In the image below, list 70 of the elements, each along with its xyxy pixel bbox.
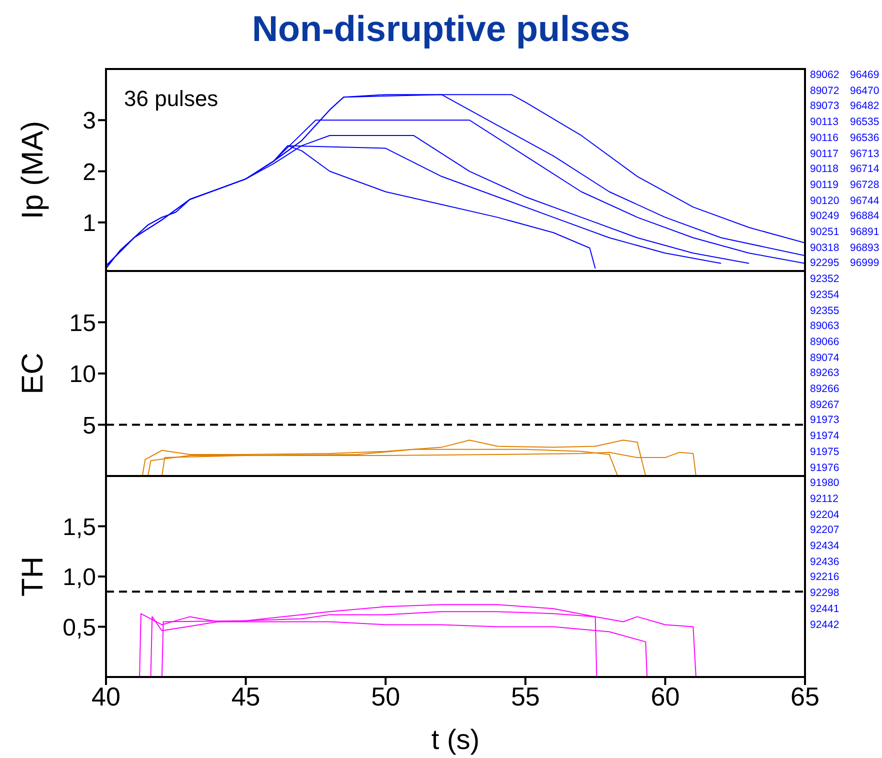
text: 90113 <box>810 115 838 130</box>
text: 92112 <box>810 492 838 506</box>
chart-title: Non-disruptive pulses <box>250 8 632 50</box>
y-axis-title: EC <box>16 352 50 394</box>
text: 91975 <box>810 444 840 459</box>
text: 90119 <box>810 178 838 192</box>
x-tick-label: 65 <box>790 681 820 712</box>
text: 96728 <box>850 178 880 192</box>
text: 96536 <box>850 130 880 145</box>
text: 92441 <box>810 602 840 616</box>
text: 89072 <box>810 84 840 98</box>
text: 92442 <box>810 618 840 632</box>
text: 96893 <box>850 240 880 255</box>
y-tick-label: 10 <box>69 361 96 388</box>
y-tick-label: 3 <box>82 108 96 135</box>
x-tick-label: 45 <box>231 681 260 712</box>
text: 92295 <box>810 256 840 270</box>
y-tick-label: 1,5 <box>62 514 96 541</box>
text: 92216 <box>810 570 840 584</box>
text: 91976 <box>810 460 840 474</box>
text: 92352 <box>810 272 840 286</box>
text: 89074 <box>810 350 840 365</box>
text: 96482 <box>850 99 880 114</box>
text: 90117 <box>810 146 838 160</box>
text: 96469 <box>850 68 880 82</box>
text: 92207 <box>810 523 840 538</box>
x-tick-label: 60 <box>650 681 680 712</box>
text: 92436 <box>810 554 840 569</box>
text: 89263 <box>810 366 840 380</box>
text: 91974 <box>810 429 840 444</box>
y-tick-label: 1 <box>82 210 96 237</box>
text: 90116 <box>810 130 838 145</box>
text: 96999 <box>850 256 880 270</box>
y-tick-label: 15 <box>69 310 96 337</box>
text: 96535 <box>850 115 880 130</box>
text: 91973 <box>810 413 840 428</box>
y-axis-title: Ip (MA) <box>16 120 50 220</box>
x-tick-label: 40 <box>92 681 120 712</box>
text: 92434 <box>810 539 840 553</box>
y-tick-label: 1,0 <box>62 564 96 592</box>
text: 89063 <box>810 319 840 334</box>
text: 89073 <box>810 99 840 114</box>
text: 90251 <box>810 225 840 239</box>
text: 92355 <box>810 304 840 318</box>
text: 96713 <box>850 146 880 160</box>
text: 92204 <box>810 508 840 522</box>
text: 90249 <box>810 209 840 224</box>
x-tick-label: 55 <box>510 681 540 712</box>
text: 90318 <box>810 240 840 255</box>
text: 89267 <box>810 398 840 412</box>
text: 96714 <box>850 162 880 176</box>
text: 90118 <box>810 162 838 176</box>
text: 90120 <box>810 194 840 208</box>
text: 91980 <box>810 476 840 490</box>
x-tick-label: 50 <box>371 681 400 712</box>
text: 89266 <box>810 382 840 396</box>
y-tick-label: 5 <box>82 412 96 440</box>
y-tick-label: 0,5 <box>62 614 96 642</box>
text: 89062 <box>810 68 840 82</box>
annotation: 36 pulses <box>124 86 218 112</box>
text: 96884 <box>850 209 880 224</box>
text: 89066 <box>810 334 840 349</box>
text: 96470 <box>850 84 880 98</box>
text: 96891 <box>850 225 880 239</box>
text: 96744 <box>850 194 880 208</box>
text: 92298 <box>810 586 840 600</box>
x-axis-title: t (s) <box>431 724 480 755</box>
y-axis-title: TH <box>16 556 50 596</box>
y-tick-label: 2 <box>82 158 96 186</box>
text: 92354 <box>810 288 840 302</box>
